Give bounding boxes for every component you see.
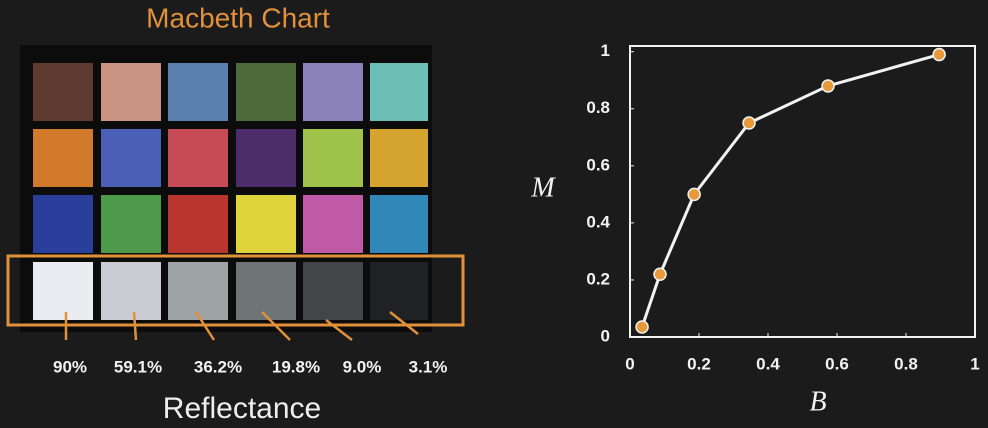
- swatch: [370, 262, 428, 320]
- swatch: [303, 63, 363, 121]
- x-tick-label: 0.8: [894, 354, 918, 373]
- plot-frame: [629, 45, 976, 338]
- swatches: [33, 63, 428, 320]
- swatch: [33, 129, 93, 187]
- swatch: [303, 129, 363, 187]
- reflectance-label: 36.2%: [194, 357, 242, 376]
- y-axis-label: M: [530, 172, 556, 203]
- macbeth-title: Macbeth Chart: [146, 2, 330, 33]
- reflectance-label: 59.1%: [114, 357, 162, 376]
- x-tick-label: 0.6: [825, 354, 849, 373]
- line: [640, 53, 940, 328]
- arrow: [132, 311, 138, 341]
- marker: [932, 47, 946, 62]
- swatch: [370, 63, 428, 121]
- swatch: [33, 63, 93, 121]
- swatch: [236, 129, 296, 187]
- reflectance-label: 9.0%: [343, 357, 382, 376]
- swatch: [33, 195, 93, 253]
- marker: [742, 116, 756, 130]
- swatch: [303, 262, 363, 320]
- x-tick-label: 1: [970, 354, 979, 373]
- highlight-box: [6, 254, 465, 327]
- arrows: [64, 311, 419, 341]
- swatch: [236, 262, 296, 320]
- y-tick-label: 0: [601, 326, 610, 345]
- swatch: [168, 63, 228, 121]
- swatch: [236, 195, 296, 253]
- swatch: [101, 129, 161, 187]
- x-axis-label: B: [809, 386, 826, 417]
- marker: [821, 79, 835, 93]
- x-tick-label: 0: [625, 354, 634, 373]
- arrow: [261, 311, 291, 341]
- swatch: [370, 195, 428, 253]
- swatch: [370, 129, 428, 187]
- arrow: [194, 311, 216, 341]
- swatch: [303, 195, 363, 253]
- reflectance-label: 90%: [53, 357, 87, 376]
- y-tick-label: 0.4: [586, 212, 610, 231]
- reflectance-label: 3.1%: [409, 357, 448, 376]
- reflectance-caption: Reflectance: [163, 392, 321, 425]
- swatch: [168, 262, 228, 320]
- swatch: [168, 129, 228, 187]
- swatch: [101, 262, 161, 320]
- arrow: [389, 311, 419, 335]
- marker: [687, 187, 701, 202]
- arrow: [325, 319, 353, 341]
- y-tick-label: 0.8: [586, 98, 610, 117]
- swatch: [236, 63, 296, 121]
- y-tick-label: 0.6: [586, 155, 610, 174]
- swatch: [101, 195, 161, 253]
- marker: [653, 267, 667, 281]
- x-tick-label: 0.2: [687, 354, 711, 373]
- y-tick-label: 0.2: [586, 269, 610, 288]
- x-tick-label: 0.4: [756, 354, 780, 373]
- marker: [635, 320, 649, 334]
- swatch: [101, 63, 161, 121]
- swatch: [168, 195, 228, 253]
- swatch: [33, 262, 93, 320]
- y-tick-label: 1: [601, 41, 610, 60]
- reflectance-label: 19.8%: [272, 357, 320, 376]
